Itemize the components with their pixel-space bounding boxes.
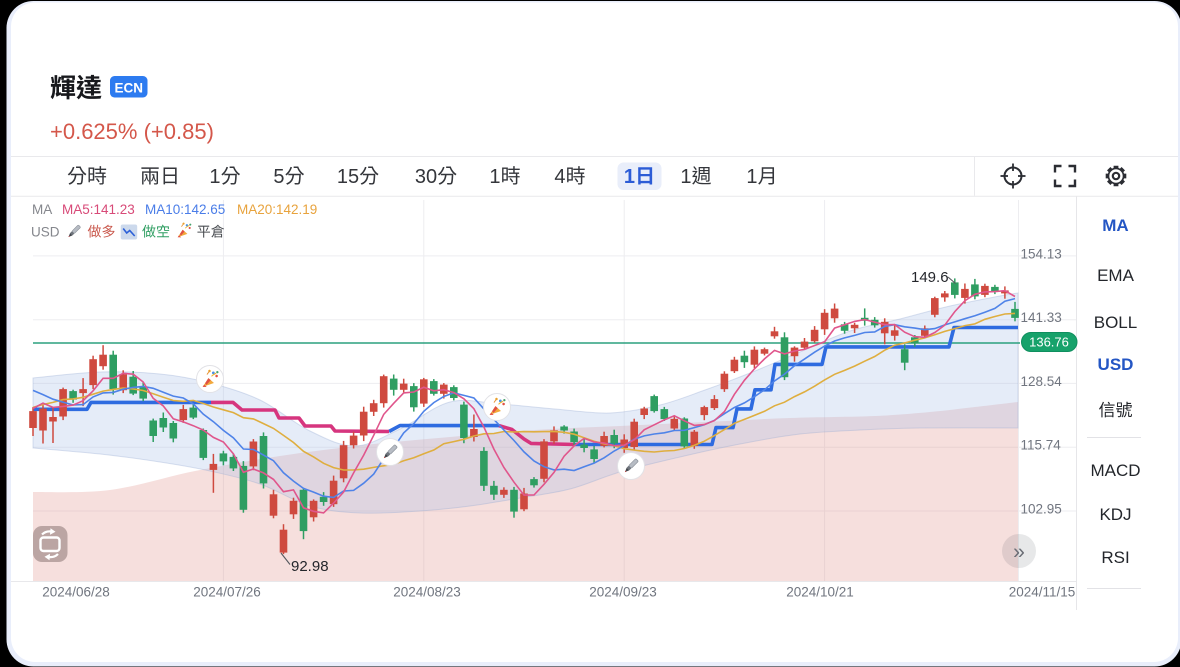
svg-text:4: 4 [554, 166, 565, 188]
svg-text:92.98: 92.98 [291, 558, 329, 575]
svg-text:MA20:142.19: MA20:142.19 [237, 202, 317, 217]
svg-text:RSI: RSI [1101, 548, 1129, 567]
svg-text:BOLL: BOLL [1094, 313, 1137, 332]
svg-text:MA10:142.65: MA10:142.65 [145, 202, 225, 217]
svg-text:149.6: 149.6 [911, 269, 949, 286]
svg-text:30: 30 [415, 166, 437, 188]
svg-text:1: 1 [624, 166, 635, 188]
svg-text:1: 1 [746, 166, 757, 188]
svg-text:ECN: ECN [114, 80, 143, 95]
svg-text:154.13: 154.13 [1021, 246, 1062, 261]
svg-text:EMA: EMA [1097, 266, 1135, 285]
svg-text:141.33: 141.33 [1021, 310, 1062, 325]
svg-text:102.95: 102.95 [1021, 502, 1062, 517]
svg-text:2024/08/23: 2024/08/23 [393, 585, 461, 600]
svg-text:MA5:141.23: MA5:141.23 [62, 202, 135, 217]
svg-text:USD: USD [1098, 355, 1134, 374]
svg-text:USD: USD [31, 225, 60, 240]
svg-text:5: 5 [273, 166, 284, 188]
svg-text:115.74: 115.74 [1021, 438, 1062, 453]
svg-text:MA: MA [32, 202, 52, 217]
svg-text:136.76: 136.76 [1029, 335, 1069, 350]
svg-text:128.54: 128.54 [1021, 374, 1063, 389]
svg-text:2024/06/28: 2024/06/28 [42, 585, 110, 600]
svg-text:+0.625% (+0.85): +0.625% (+0.85) [50, 119, 214, 144]
svg-text:1: 1 [209, 166, 220, 188]
svg-text:MA: MA [1102, 216, 1128, 235]
svg-text:1: 1 [489, 166, 500, 188]
svg-text:2024/10/21: 2024/10/21 [786, 585, 854, 600]
svg-text:1: 1 [680, 166, 691, 188]
svg-text:2024/09/23: 2024/09/23 [589, 585, 657, 600]
svg-text:MACD: MACD [1090, 461, 1140, 480]
svg-text:2024/07/26: 2024/07/26 [193, 585, 261, 600]
svg-text:15: 15 [337, 166, 359, 188]
svg-text:2024/11/15: 2024/11/15 [1009, 585, 1076, 600]
svg-text:»: » [1013, 541, 1025, 564]
svg-text:KDJ: KDJ [1099, 505, 1131, 524]
